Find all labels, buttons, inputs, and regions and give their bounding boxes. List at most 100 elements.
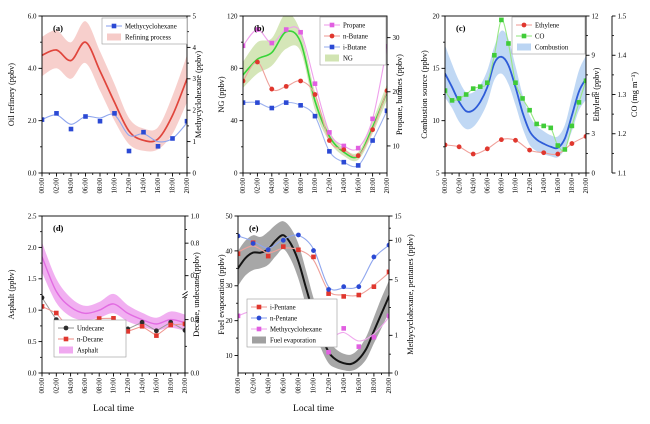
x-tick-label: 08:00 (296, 377, 303, 393)
x-tick-label: 06:00 (283, 177, 290, 193)
x-tick-label: 04:00 (470, 177, 477, 193)
left-tick-label: 10 (226, 352, 234, 360)
x-tick-label: 16:00 (356, 377, 363, 393)
x-axis-title: Local time (293, 404, 334, 414)
x-tick-label: 20:00 (384, 177, 391, 193)
left-tick-label: 120 (227, 12, 238, 20)
propane-point (298, 29, 303, 35)
n-decane-legend-marker (63, 336, 69, 342)
i-butane-markers (243, 100, 387, 168)
combustion-legend-swatch (517, 43, 531, 51)
n-decane-point (42, 304, 45, 309)
left-axis-title: NG (ppbv) (217, 76, 226, 112)
ethylene-point (583, 133, 586, 139)
undecane-point (154, 328, 159, 334)
x-tick-label: 18:00 (569, 177, 576, 193)
n-butane-point (341, 147, 347, 153)
right-tick-label: 1.0 (191, 212, 200, 220)
methycyclohexane-point (112, 111, 117, 116)
right-axis-title: Decane, undecane (ppbv) (192, 252, 201, 337)
x-tick-label: 20:00 (184, 177, 191, 193)
right-tick-label: 10 (393, 142, 401, 150)
n-butane-point (243, 78, 246, 84)
x-tick-label: 02:00 (255, 177, 262, 193)
n-butane-point (312, 92, 318, 97)
propane-point (243, 43, 246, 49)
left-axis-b: 0 40 80 120 (227, 12, 243, 177)
n-butane-point (283, 83, 289, 89)
i-butane-point (355, 163, 361, 168)
right-axis-a: 0 1 2 3 4 5 (187, 12, 197, 177)
ethylene-point (456, 144, 462, 150)
x-tick-label: 12:00 (126, 177, 133, 193)
n-pentane-point (296, 232, 301, 238)
propane-point (355, 145, 361, 151)
n-decane-point (54, 310, 59, 316)
i-butane-point (312, 113, 318, 119)
propane-point (283, 27, 289, 32)
right-tick-label: 15 (395, 212, 403, 220)
n-pentane-point (238, 233, 241, 239)
x-tick-label: 00:00 (235, 377, 242, 393)
co-point (513, 80, 518, 86)
x-tick-label: 10:00 (111, 377, 118, 393)
co-point (485, 80, 490, 86)
x-tick-label: 14:00 (139, 377, 146, 393)
ng-legend-swatch (325, 54, 339, 62)
plot-area-b (243, 16, 387, 168)
axis-break-gap (183, 290, 187, 298)
co-point (463, 92, 469, 97)
x-tick-label: 16:00 (154, 377, 161, 393)
legend-label: CO (535, 33, 545, 40)
right-tick-label: 5 (193, 12, 197, 20)
right2-tick-label: 1.1 (618, 169, 627, 177)
i-pentane-point (238, 251, 241, 257)
right-tick-label: 0 (395, 369, 399, 377)
legend-entry-n-butane: n-Butane (324, 33, 368, 40)
propane-point (269, 40, 275, 46)
n-pentane-point (371, 254, 377, 260)
x-tick-label: 06:00 (281, 377, 288, 393)
co-point (548, 125, 554, 131)
n-pentane-point (311, 248, 316, 253)
methycyclohexane-legend-marker (111, 23, 117, 29)
right-tick-label: 3 (592, 130, 596, 138)
right-tick-label: 0.6 (191, 272, 200, 280)
left-axis-e: 10 20 30 40 50 (226, 212, 238, 360)
n-decane-point (139, 323, 145, 329)
n-pentane-point (341, 284, 347, 290)
combustion-band (445, 30, 586, 158)
right-tick-label: 0.8 (191, 240, 200, 248)
n-decane-point (168, 322, 173, 328)
methycyclohexane-point (42, 117, 45, 122)
legend-d: Undecane n-Decane Asphalt (53, 319, 127, 358)
legend-a: Methycyclohexane Refining process (101, 17, 188, 45)
plot-area-c (445, 17, 586, 158)
i-butane-legend-marker (329, 44, 335, 50)
legend-label: n-Butane (343, 33, 368, 40)
left-tick-label: 20 (433, 12, 441, 20)
right-tick-label: 3 (193, 75, 197, 83)
right-axis-title: Methycyclohexane, pentanes (ppbv) (406, 234, 415, 355)
i-butane-point (327, 149, 332, 154)
x-tick-label: 14:00 (341, 377, 348, 393)
ethylene-legend-marker (521, 22, 527, 28)
x-tick-label: 00:00 (39, 377, 46, 393)
i-butane-point (370, 138, 375, 143)
n-decane-point (125, 329, 131, 334)
i-pentane-point (326, 291, 331, 296)
propane-legend-marker (329, 22, 335, 28)
propane-point (255, 27, 260, 32)
co-point (541, 123, 546, 129)
axis-break-mark (182, 291, 188, 296)
i-pentane-point (281, 244, 286, 249)
x-tick-label: 06:00 (83, 177, 90, 193)
left-axis-a: 0.0 2.0 4.0 6.0 (28, 12, 42, 177)
co-legend-marker (521, 33, 527, 39)
co-point (534, 121, 539, 127)
methycyclohexane-e-point (356, 344, 362, 349)
x-tick-label: 08:00 (298, 177, 305, 193)
